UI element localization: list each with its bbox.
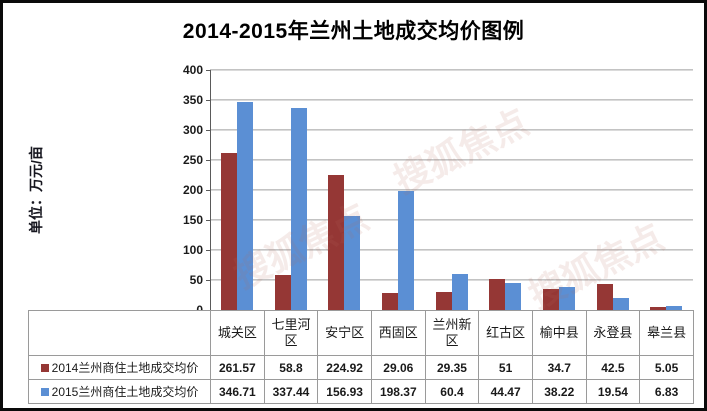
value-cell: 337.44	[263, 379, 319, 404]
legend-series-name: 2014兰州商住土地成交均价	[51, 361, 199, 375]
bar-2015-安宁区	[344, 216, 360, 310]
value-cell: 6.83	[639, 379, 694, 404]
bar-2014-西固区	[382, 293, 398, 310]
bar-2015-红古区	[505, 283, 521, 310]
bar-2015-七里河区	[291, 108, 307, 310]
y-axis-tick	[206, 280, 210, 281]
legend-swatch-icon	[40, 364, 49, 372]
legend-swatch-icon	[40, 388, 49, 396]
legend-cell: 2015兰州商住土地成交均价	[28, 379, 211, 404]
y-tick-label: 150	[182, 213, 203, 227]
table-row: 2014兰州商住土地成交均价 261.57 58.8 224.92 29.06 29.35…	[28, 355, 694, 380]
value-cell: 58.8	[263, 355, 319, 380]
bar-2014-安宁区	[328, 175, 344, 310]
value-cell: 346.71	[210, 379, 265, 404]
legend-series-name: 2015兰州商住土地成交均价	[51, 385, 199, 399]
value-cell: 29.35	[424, 355, 480, 380]
bar-2015-皋兰县	[666, 306, 682, 310]
y-axis-tick	[206, 70, 210, 71]
bar-2014-城关区	[221, 153, 237, 310]
bar-2015-城关区	[237, 102, 253, 310]
value-cell: 51	[478, 355, 533, 380]
chart-title: 2014-2015年兰州土地成交均价图例	[182, 20, 525, 43]
category-header-cell: 安宁区	[317, 310, 372, 356]
bar-2015-榆中县	[559, 287, 575, 310]
y-tick-label: 50	[189, 273, 203, 287]
bar-2015-西固区	[398, 191, 414, 310]
value-cell: 34.7	[531, 355, 587, 380]
category-header-cell: 皋兰县	[639, 310, 694, 356]
bar-2014-永登县	[597, 284, 613, 310]
bar-2014-兰州新区	[436, 292, 452, 310]
y-axis-tick	[206, 100, 210, 101]
legend-cell: 2014兰州商住土地成交均价	[28, 355, 211, 380]
y-tick-label: 300	[182, 123, 203, 137]
y-tick-label: 250	[182, 153, 203, 167]
y-axis-tick	[206, 160, 210, 161]
table-corner-blank	[28, 310, 211, 356]
gridline	[210, 189, 693, 190]
gridline	[210, 99, 693, 100]
bar-2014-七里河区	[275, 275, 291, 310]
bar-2014-榆中县	[543, 289, 559, 310]
value-cell: 261.57	[210, 355, 265, 380]
watermark-text: 搜狐焦点	[522, 216, 670, 317]
gridline	[210, 249, 693, 250]
value-cell: 224.92	[317, 355, 372, 380]
bar-2015-兰州新区	[452, 274, 468, 310]
gridline	[210, 279, 693, 280]
value-cell: 198.37	[370, 379, 426, 404]
y-tick-label: 400	[182, 63, 203, 77]
category-header-cell: 城关区	[210, 310, 265, 356]
value-cell: 38.22	[531, 379, 587, 404]
y-axis-tick	[206, 190, 210, 191]
y-axis-tick	[206, 220, 210, 221]
category-header-cell: 榆中县	[531, 310, 587, 356]
y-tick-label: 100	[182, 243, 203, 257]
bar-2014-红古区	[489, 279, 505, 310]
table-row: 2015兰州商住土地成交均价 346.71 337.44 156.93 198.37 60…	[28, 379, 694, 404]
gridline	[210, 129, 693, 130]
category-header-cell: 西固区	[370, 310, 426, 356]
gridline	[210, 219, 693, 220]
y-tick-label: 200	[182, 183, 203, 197]
category-header-cell: 兰州新区	[424, 310, 480, 356]
category-header-cell: 七里河区	[263, 310, 319, 356]
gridline	[210, 159, 693, 160]
value-cell: 19.54	[585, 379, 641, 404]
y-axis-unit-label: 单位：万元/亩	[28, 146, 44, 234]
y-tick-label: 350	[182, 93, 203, 107]
value-cell: 60.4	[424, 379, 480, 404]
y-axis-line	[210, 70, 211, 310]
value-cell: 44.47	[478, 379, 533, 404]
value-cell: 156.93	[317, 379, 372, 404]
bar-2015-永登县	[613, 298, 629, 310]
category-header-cell: 红古区	[478, 310, 533, 356]
data-table: 城关区 七里河区 安宁区 西固区 兰州新区 红古区 榆中县 永登县 皋兰县 2014兰州商住土地成…	[28, 310, 694, 404]
y-axis-tick	[206, 250, 210, 251]
y-axis-tick	[206, 130, 210, 131]
value-cell: 5.05	[639, 355, 694, 380]
value-cell: 42.5	[585, 355, 641, 380]
bar-2014-皋兰县	[650, 307, 666, 310]
watermark-text: 搜狐焦点	[387, 101, 535, 202]
category-header-cell: 永登县	[585, 310, 641, 356]
gridline	[210, 69, 693, 70]
value-cell: 29.06	[370, 355, 426, 380]
